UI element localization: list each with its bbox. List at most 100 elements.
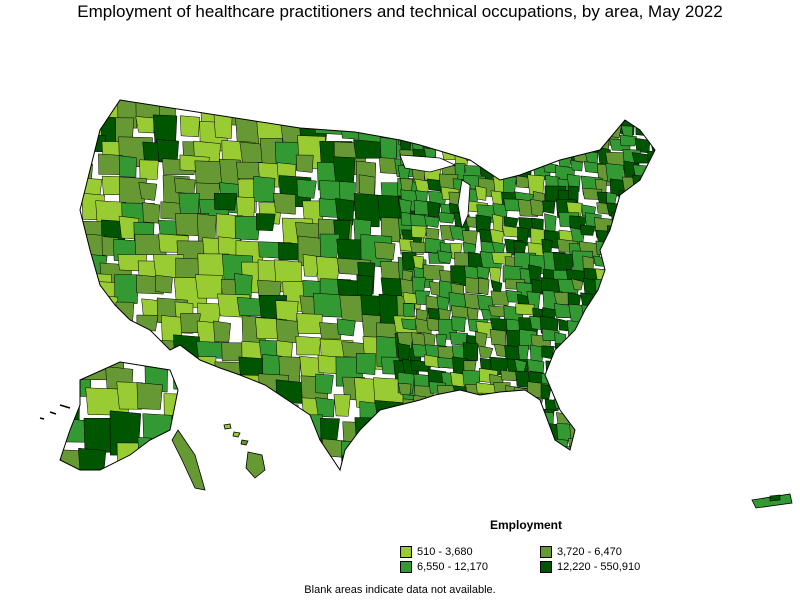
- map-area: [630, 269, 646, 290]
- map-area: [581, 304, 599, 326]
- map-area: [608, 412, 625, 426]
- map-area: [463, 460, 479, 470]
- legend-swatch-3: [400, 561, 412, 573]
- legend-item-3: 6,550 - 12,170: [400, 561, 488, 573]
- map-area: [644, 393, 655, 413]
- map-area: [604, 123, 623, 139]
- map-area: [295, 154, 314, 173]
- map-area: [515, 303, 535, 316]
- map-area: [118, 155, 137, 179]
- map-area: [571, 278, 584, 291]
- map-area: [502, 136, 516, 153]
- map-area: [579, 347, 591, 369]
- map-area: [566, 380, 586, 395]
- map-area: [622, 462, 637, 470]
- map-area: [488, 412, 501, 434]
- map-area: [632, 281, 646, 294]
- map-area: [377, 442, 406, 466]
- map-area: [354, 417, 375, 447]
- map-area: [591, 108, 608, 128]
- map-area: [630, 201, 642, 216]
- map-area: [197, 400, 228, 427]
- map-area: [474, 124, 495, 145]
- map-area: [427, 397, 440, 411]
- map-area: [172, 363, 178, 391]
- map-area: [153, 441, 177, 460]
- footnote: Blank areas indicate data not available.: [304, 584, 496, 596]
- map-area: [454, 458, 476, 470]
- map-area: [608, 316, 631, 334]
- map-area: [462, 342, 479, 361]
- map-area: [425, 412, 439, 433]
- map-area: [493, 450, 516, 463]
- map-area: [501, 100, 514, 119]
- map-area: [479, 112, 502, 129]
- map-area: [644, 265, 655, 286]
- map-area: [532, 100, 548, 113]
- map-area: [582, 394, 596, 415]
- map-area: [591, 432, 610, 447]
- map-area: [256, 416, 278, 442]
- map-area: [97, 294, 119, 321]
- map-area: [480, 134, 495, 155]
- map-area: [411, 450, 431, 462]
- map-area: [540, 384, 552, 400]
- map-area: [296, 313, 323, 334]
- map-area: [415, 100, 436, 117]
- legend-swatch-2: [540, 546, 552, 558]
- map-area: [606, 225, 619, 243]
- map-area: [374, 457, 397, 470]
- map-area: [179, 115, 200, 138]
- map-area: [544, 213, 557, 232]
- map-area: [634, 238, 653, 252]
- map-area: [492, 113, 513, 127]
- map-area: [315, 373, 334, 394]
- map-area: [517, 100, 536, 119]
- map-area: [643, 100, 655, 112]
- map-area: [620, 253, 638, 266]
- map-area: [480, 425, 497, 448]
- map-area: [274, 417, 293, 437]
- map-area: [630, 100, 652, 111]
- map-area: [297, 100, 315, 130]
- map-area: [646, 188, 655, 205]
- map-area: [492, 420, 508, 439]
- map-area: [648, 201, 655, 222]
- map-area: [138, 182, 158, 201]
- map-area: [197, 434, 219, 465]
- map-area: [422, 135, 437, 150]
- map-area: [593, 345, 609, 366]
- map-area: [594, 279, 609, 296]
- map-area: [282, 455, 309, 470]
- map-area: [644, 372, 655, 390]
- map-area: [134, 335, 153, 366]
- map-area: [618, 211, 632, 228]
- map-area: [465, 277, 483, 295]
- map-title: Employment of healthcare practitioners a…: [77, 2, 723, 21]
- legend-item-1: 510 - 3,680: [400, 546, 473, 558]
- map-area: [570, 333, 588, 349]
- map-area: [592, 293, 610, 308]
- map-area: [477, 394, 498, 410]
- map-area: [213, 113, 233, 139]
- map-area: [555, 383, 577, 397]
- map-area: [610, 385, 626, 400]
- map-area: [539, 108, 554, 121]
- map-area: [579, 224, 595, 236]
- map-area: [595, 447, 617, 470]
- map-area: [440, 410, 460, 433]
- map-area: [197, 356, 217, 378]
- map-area: [295, 335, 321, 356]
- map-area: [570, 345, 586, 364]
- map-area: [476, 411, 491, 426]
- map-area: [645, 316, 655, 332]
- map-area: [621, 344, 636, 367]
- map-area: [505, 425, 518, 440]
- map-area: [618, 397, 634, 419]
- map-area: [179, 100, 208, 112]
- map-area: [607, 265, 621, 288]
- map-area: [411, 225, 428, 239]
- map-area: [336, 318, 356, 337]
- map-area: [596, 409, 608, 430]
